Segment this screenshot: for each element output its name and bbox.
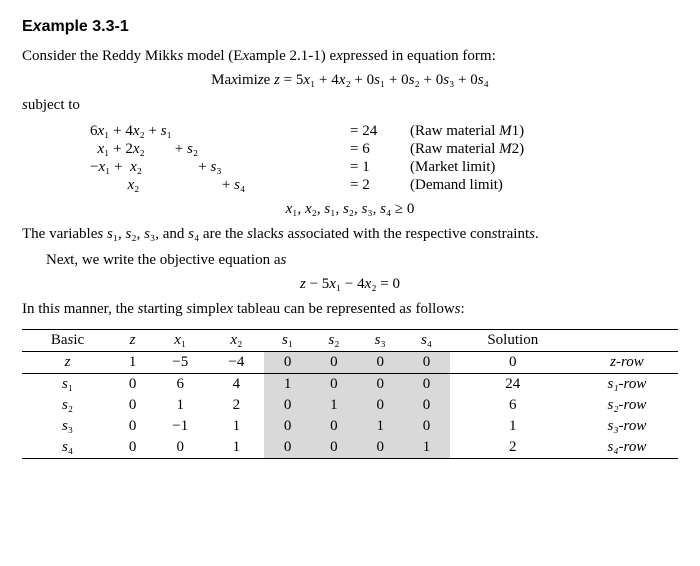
tableau-cell: 0 <box>264 395 310 416</box>
tableau-cell: −1 <box>152 416 208 437</box>
tableau-cell: 0 <box>264 416 310 437</box>
tableau-cell: 1 <box>450 416 576 437</box>
tableau-cell: s₂ <box>22 395 113 416</box>
tableau-cell: s₄ <box>22 437 113 459</box>
tableau-header: x₂ <box>208 330 264 352</box>
tableau-cell: 0 <box>311 374 357 396</box>
tableau-cell: s₁ <box>22 374 113 396</box>
tableau-cell: 0 <box>357 395 403 416</box>
tableau-cell: 0 <box>403 416 449 437</box>
tableau-cell: 0 <box>357 437 403 459</box>
tableau-cell: 0 <box>113 395 152 416</box>
tableau-cell: 0 <box>113 437 152 459</box>
constraint-row: 6x₁ + 4x₂ + s₁= 24(Raw material M1) <box>90 123 610 140</box>
tableau-cell: −4 <box>208 352 264 374</box>
tableau-cell: 1 <box>264 374 310 396</box>
objective-rewrite-eq: z − 5x₁ − 4x₂ = 0 <box>22 276 678 293</box>
constraints-block: 6x₁ + 4x₂ + s₁= 24(Raw material M1) x₁ +… <box>90 122 610 195</box>
tableau-cell: 1 <box>152 395 208 416</box>
tableau-cell: s₃-row <box>576 416 678 437</box>
tableau-header: s₂ <box>311 330 357 352</box>
tableau-cell: 1 <box>113 352 152 374</box>
tableau-cell: 0 <box>403 395 449 416</box>
objective-equation: Maximize z = 5x₁ + 4x₂ + 0s₁ + 0s₂ + 0s₃… <box>22 72 678 89</box>
tableau-cell: 2 <box>208 395 264 416</box>
tableau-cell: s₄-row <box>576 437 678 459</box>
tableau-cell: 0 <box>357 352 403 374</box>
tableau-header: Basic <box>22 330 113 352</box>
tableau-cell: 6 <box>450 395 576 416</box>
tableau-cell: 4 <box>208 374 264 396</box>
nonneg-constraint: x₁, x₂, s₁, s₂, s₃, s₄ ≥ 0 <box>22 201 678 218</box>
simplex-tableau: Basiczx₁x₂s₁s₂s₃s₄Solutionz1−5−400000z-r… <box>22 329 678 459</box>
tableau-intro: In this manner, the starting simplex tab… <box>22 299 678 319</box>
objective-rewrite-intro: Next, we write the objective equation as <box>22 250 678 270</box>
tableau-header: s₃ <box>357 330 403 352</box>
tableau-cell: 6 <box>152 374 208 396</box>
tableau-cell: 2 <box>450 437 576 459</box>
tableau-cell: 0 <box>403 352 449 374</box>
tableau-cell: z <box>22 352 113 374</box>
tableau-cell: −5 <box>152 352 208 374</box>
tableau-cell: 0 <box>264 352 310 374</box>
tableau-cell: 0 <box>113 374 152 396</box>
constraint-row: x₁ + 2x₂ + s₂= 6(Raw material M2) <box>90 141 610 158</box>
tableau-cell: 0 <box>403 374 449 396</box>
tableau-cell: 1 <box>357 416 403 437</box>
tableau-cell: 0 <box>450 352 576 374</box>
tableau-cell: 24 <box>450 374 576 396</box>
slack-paragraph: The variables s₁, s₂, s₃, and s₄ are the… <box>22 224 678 244</box>
tableau-cell: s₁-row <box>576 374 678 396</box>
subject-to-label: subject to <box>22 95 678 115</box>
tableau-cell: z-row <box>576 352 678 374</box>
tableau-cell: 1 <box>403 437 449 459</box>
constraint-row: −x₁ + x₂ + s₃= 1(Market limit) <box>90 159 610 176</box>
tableau-header: z <box>113 330 152 352</box>
tableau-cell: 0 <box>311 437 357 459</box>
tableau-cell: 0 <box>113 416 152 437</box>
tableau-cell: s₃ <box>22 416 113 437</box>
tableau-header: s₁ <box>264 330 310 352</box>
tableau-cell: 0 <box>357 374 403 396</box>
tableau-cell: 1 <box>208 416 264 437</box>
intro-paragraph: Consider the Reddy Mikks model (Example … <box>22 46 678 66</box>
tableau-header: Solution <box>450 330 576 352</box>
tableau-header: x₁ <box>152 330 208 352</box>
constraint-row: x₂ + s₄= 2(Demand limit) <box>90 177 610 194</box>
tableau-cell: 0 <box>311 416 357 437</box>
example-title: Example 3.3-1 <box>22 18 678 36</box>
tableau-cell: 0 <box>264 437 310 459</box>
tableau-header: s₄ <box>403 330 449 352</box>
tableau-cell: s₂-row <box>576 395 678 416</box>
tableau-cell: 0 <box>152 437 208 459</box>
tableau-cell: 0 <box>311 352 357 374</box>
tableau-header <box>576 330 678 352</box>
tableau-cell: 1 <box>208 437 264 459</box>
tableau-cell: 1 <box>311 395 357 416</box>
